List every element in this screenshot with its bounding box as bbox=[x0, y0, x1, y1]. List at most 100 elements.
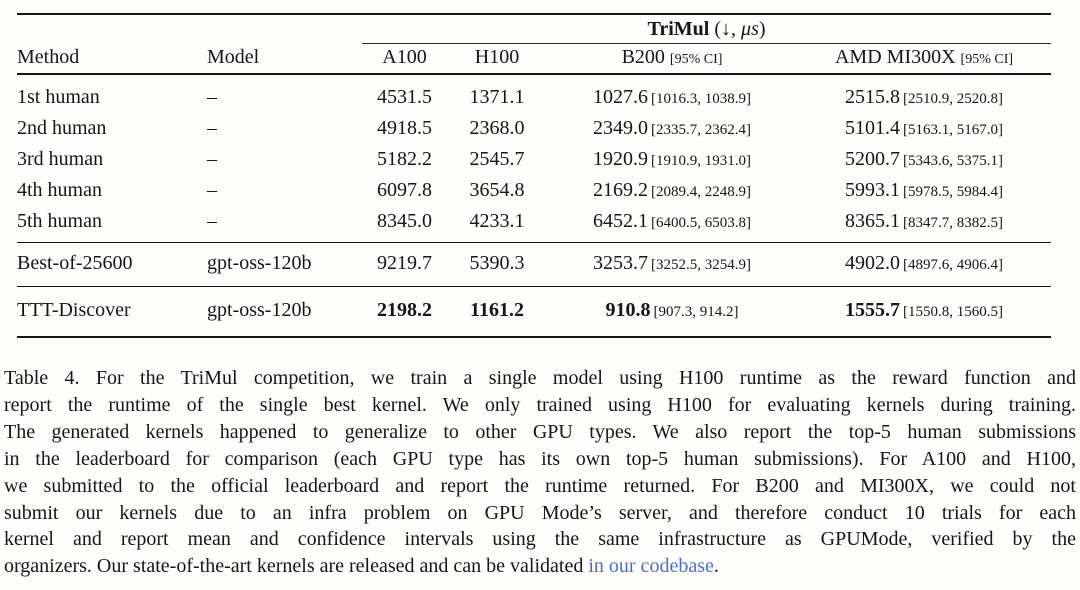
cell-model: – bbox=[207, 148, 217, 170]
cell-a100: 6097.8 bbox=[377, 179, 432, 201]
cell-b200: 2349.0 [2335.7, 2362.4] bbox=[547, 114, 797, 145]
col-header-a100: A100 bbox=[362, 43, 447, 75]
cell-mi300x: 8365.1 [8347.7, 8382.5] bbox=[797, 207, 1052, 243]
cell-value: 4902.0 bbox=[845, 252, 901, 274]
mi300x-ci-note: [95% CI] bbox=[960, 52, 1014, 67]
col-header-mi300x-label: AMD MI300X bbox=[834, 46, 956, 68]
cell-model: gpt-oss-120b bbox=[207, 299, 312, 321]
trimul-arrow-text: (↓, bbox=[709, 18, 742, 40]
cell-method: 2nd human bbox=[17, 117, 107, 139]
cell-value: 2515.8 bbox=[845, 86, 901, 108]
trimul-group-header: TriMul (↓, μs) bbox=[362, 14, 1052, 44]
cell-a100: 2198.2 bbox=[377, 299, 432, 321]
cell-b200: 910.8 [907.3, 914.2] bbox=[547, 287, 797, 338]
cell-value: 2169.2 bbox=[593, 179, 648, 201]
cell-h100: 2368.0 bbox=[469, 117, 525, 139]
cell-ci: [5163.1, 5167.0] bbox=[903, 122, 1004, 138]
group-header-spacer bbox=[17, 14, 362, 44]
caption-line: The generated kernels happened to genera… bbox=[4, 420, 1076, 443]
caption-line: in the leaderboard for comparison (each … bbox=[4, 447, 1076, 470]
cell-ci: [4897.6, 4906.4] bbox=[903, 257, 1004, 273]
trimul-close-paren: ) bbox=[758, 18, 766, 40]
cell-a100: 9219.7 bbox=[362, 242, 447, 287]
cell-ci: [1550.8, 1560.5] bbox=[903, 304, 1004, 320]
cell-a100: 8345.0 bbox=[362, 207, 447, 243]
table-row-best-of: Best-of-25600 gpt-oss-120b 9219.7 5390.3… bbox=[17, 242, 1052, 287]
cell-method: 1st human bbox=[17, 86, 100, 108]
cell-method: Best-of-25600 bbox=[17, 242, 207, 287]
cell-model: – bbox=[207, 86, 217, 108]
cell-value: 1027.6 bbox=[593, 86, 648, 108]
table-row-3rd-human: 3rd human – 5182.2 2545.7 1920.9 [1910.9,… bbox=[17, 145, 1051, 176]
table-row-5th-human: 5th human – 8345.0 4233.1 6452.1 [6400.5,… bbox=[17, 207, 1052, 243]
cell-b200: 6452.1 [6400.5, 6503.8] bbox=[547, 207, 797, 243]
caption-line: Table 4. For the TriMul competition, we … bbox=[4, 367, 1076, 389]
codebase-link[interactable]: in our codebase bbox=[588, 555, 714, 578]
cell-b200: 1027.6 [1016.3, 1038.9] bbox=[547, 74, 797, 114]
cell-ci: [2510.9, 2520.8] bbox=[903, 91, 1004, 107]
table-row-2nd-human: 2nd human – 4918.5 2368.0 2349.0 [2335.7,… bbox=[17, 114, 1051, 145]
cell-value: 910.8 bbox=[605, 299, 651, 321]
caption-period: . bbox=[713, 555, 719, 578]
table-row-ttt-discover: TTT-Discover gpt-oss-120b 2198.2 1161.2 … bbox=[17, 287, 1051, 338]
cell-b200: 3253.7 [3252.5, 3254.9] bbox=[547, 242, 797, 287]
cell-b200: 1920.9 [1910.9, 1931.0] bbox=[547, 145, 797, 176]
cell-a100: 4531.5 bbox=[377, 86, 432, 108]
cell-mi300x: 2515.8 [2510.9, 2520.8] bbox=[797, 74, 1051, 114]
cell-method: 5th human bbox=[17, 207, 207, 243]
table-caption: Table 4. For the TriMul competition, we … bbox=[4, 365, 1076, 580]
table-row-4th-human: 4th human – 6097.8 3654.8 2169.2 [2089.4,… bbox=[17, 176, 1051, 207]
col-header-method: Method bbox=[17, 43, 207, 75]
cell-value: 6452.1 bbox=[593, 210, 648, 232]
cell-h100: 3654.8 bbox=[469, 179, 525, 201]
cell-ci: [8347.7, 8382.5] bbox=[903, 215, 1004, 231]
cell-value: 8365.1 bbox=[845, 210, 901, 232]
cell-value: 2349.0 bbox=[593, 117, 648, 139]
cell-ci: [907.3, 914.2] bbox=[653, 304, 739, 320]
cell-method: 4th human bbox=[17, 179, 102, 201]
caption-line: we submitted to the official leaderboard… bbox=[4, 474, 1076, 497]
caption-line: submit our kernels due to an infra probl… bbox=[4, 501, 1076, 524]
col-header-b200-label: B200 bbox=[621, 46, 665, 68]
cell-ci: [5343.6, 5375.1] bbox=[903, 153, 1004, 169]
cell-value: 1920.9 bbox=[593, 148, 648, 170]
results-table: TriMul (↓, μs) Method Model A100 H100 B2… bbox=[17, 13, 1052, 338]
cell-h100: 1161.2 bbox=[470, 299, 524, 321]
cell-h100: 1371.1 bbox=[469, 86, 525, 108]
cell-ci: [3252.5, 3254.9] bbox=[651, 257, 751, 273]
caption-line: organizers. Our state-of-the-art kernels… bbox=[4, 553, 1076, 580]
cell-value: 1555.7 bbox=[845, 299, 901, 321]
cell-h100: 2545.7 bbox=[469, 148, 525, 170]
col-header-model: Model bbox=[207, 43, 362, 75]
cell-b200: 2169.2 [2089.4, 2248.9] bbox=[547, 176, 797, 207]
cell-model: – bbox=[207, 179, 217, 201]
cell-value: 3253.7 bbox=[593, 252, 648, 274]
caption-line: report the runtime of the single best ke… bbox=[4, 393, 1076, 416]
cell-mi300x: 1555.7 [1550.8, 1560.5] bbox=[797, 287, 1051, 338]
caption-last-line-text: organizers. Our state-of-the-art kernels… bbox=[4, 555, 589, 578]
table-row-1st-human: 1st human – 4531.5 1371.1 1027.6 [1016.3,… bbox=[17, 74, 1051, 114]
cell-value: 5200.7 bbox=[845, 148, 901, 170]
cell-value: 5993.1 bbox=[845, 179, 901, 201]
caption-line: kernel and report mean and confidence in… bbox=[4, 528, 1076, 551]
cell-mi300x: 5101.4 [5163.1, 5167.0] bbox=[797, 114, 1051, 145]
cell-mi300x: 5993.1 [5978.5, 5984.4] bbox=[797, 176, 1051, 207]
cell-method: TTT-Discover bbox=[17, 299, 131, 321]
column-header-row: Method Model A100 H100 B200 [95% CI] AMD… bbox=[17, 43, 1052, 75]
cell-a100: 4918.5 bbox=[377, 117, 432, 139]
cell-method: 3rd human bbox=[17, 148, 104, 170]
cell-ci: [2089.4, 2248.9] bbox=[651, 184, 751, 200]
cell-a100: 5182.2 bbox=[377, 148, 432, 170]
cell-ci: [5978.5, 5984.4] bbox=[903, 184, 1004, 200]
col-header-b200: B200 [95% CI] bbox=[547, 43, 797, 75]
paper-table-figure: TriMul (↓, μs) Method Model A100 H100 B2… bbox=[0, 13, 1080, 590]
cell-value: 5101.4 bbox=[845, 117, 901, 139]
cell-h100: 4233.1 bbox=[447, 207, 547, 243]
trimul-title: TriMul bbox=[647, 18, 710, 40]
cell-ci: [1910.9, 1931.0] bbox=[651, 153, 751, 169]
cell-ci: [6400.5, 6503.8] bbox=[651, 215, 751, 231]
cell-mi300x: 4902.0 [4897.6, 4906.4] bbox=[797, 242, 1052, 287]
col-header-h100: H100 bbox=[447, 43, 547, 75]
col-header-mi300x: AMD MI300X [95% CI] bbox=[797, 43, 1052, 75]
cell-ci: [1016.3, 1038.9] bbox=[651, 91, 751, 107]
